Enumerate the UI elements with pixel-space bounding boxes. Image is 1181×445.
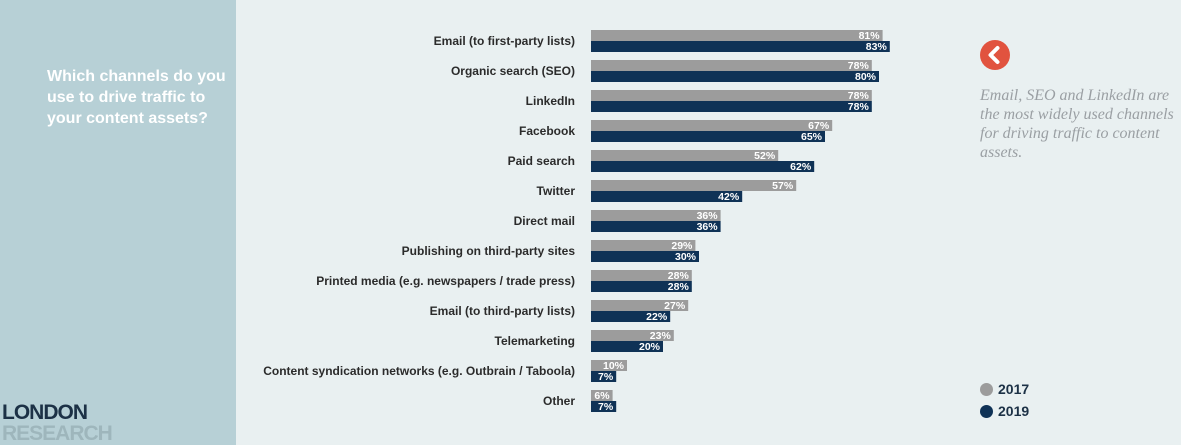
data-label-2017: 78%: [848, 60, 870, 72]
bar-2017: [591, 300, 689, 311]
legend-item-2017: 2017: [980, 378, 1029, 400]
bar-2019: [591, 371, 617, 382]
data-label-2019: 78%: [848, 101, 870, 113]
legend-label-2019: 2019: [998, 403, 1030, 419]
data-label-2017: 36%: [697, 210, 719, 222]
legend-dot-2019: [980, 404, 993, 418]
bar-2019: [591, 101, 872, 112]
data-label-2019: 22%: [646, 311, 668, 323]
data-label-2019: 30%: [675, 251, 697, 263]
data-label-2019: 83%: [866, 41, 888, 53]
bar-2019: [591, 191, 743, 202]
legend-label-2017: 2017: [998, 381, 1030, 397]
bar-2019: [591, 401, 617, 412]
category-label: Facebook: [519, 124, 575, 138]
bar-2019: [591, 281, 692, 292]
bar-2019: [591, 131, 825, 142]
category-label: Twitter: [537, 184, 576, 198]
data-label-2017: 78%: [848, 90, 870, 102]
bar-chart: Email (to first-party lists) 81%83% Organi…: [263, 30, 890, 413]
data-label-2017: 23%: [650, 330, 672, 342]
bar-2019: [591, 311, 671, 322]
chart-legend: 2017 2019: [980, 378, 1029, 422]
bar-2017: [591, 150, 779, 161]
bar-2019: [591, 251, 699, 262]
legend-dot-2017: [980, 382, 993, 396]
data-label-2017: 67%: [808, 120, 830, 132]
category-label: Paid search: [508, 154, 575, 168]
category-label: Organic search (SEO): [451, 64, 575, 78]
data-label-2017: 29%: [671, 240, 693, 252]
data-label-2019: 62%: [790, 161, 812, 173]
logo-line-1: LONDON: [2, 401, 88, 424]
data-label-2017: 57%: [772, 180, 794, 192]
data-label-2017: 27%: [664, 300, 686, 312]
bar-2017: [591, 210, 721, 221]
data-label-2019: 7%: [598, 371, 614, 383]
data-label-2017: 81%: [859, 30, 881, 42]
category-label: Other: [543, 394, 575, 408]
bar-2019: [591, 341, 663, 352]
bar-2017: [591, 240, 696, 251]
data-label-2017: 52%: [754, 150, 776, 162]
bar-2017: [591, 270, 692, 281]
data-label-2019: 28%: [668, 281, 690, 293]
bar-2017: [591, 180, 797, 191]
chevron-left-icon: [980, 40, 1010, 70]
legend-item-2019: 2019: [980, 400, 1029, 422]
logo-line-2: RESEARCH: [2, 422, 113, 445]
category-label: Direct mail: [514, 214, 575, 228]
bar-2017: [591, 360, 627, 371]
bar-2017: [591, 330, 674, 341]
bar-2019: [591, 221, 721, 232]
data-label-2019: 20%: [639, 341, 661, 353]
category-label: Publishing on third-party sites: [402, 244, 576, 258]
data-label-2019: 65%: [801, 131, 823, 143]
london-research-logo: LONDON RESEARCH: [2, 401, 113, 445]
category-label: Email (to first-party lists): [434, 34, 575, 48]
data-label-2017: 6%: [594, 390, 610, 402]
bar-2017: [591, 120, 833, 131]
sidebar-panel: Which channels do you use to drive traff…: [0, 0, 236, 445]
data-label-2019: 42%: [718, 191, 740, 203]
category-label: Telemarketing: [495, 334, 575, 348]
data-label-2019: 7%: [598, 401, 614, 413]
bar-2017: [591, 60, 872, 71]
data-label-2019: 36%: [697, 221, 719, 233]
bar-2017: [591, 30, 883, 41]
data-label-2017: 28%: [668, 270, 690, 282]
bar-2017: [591, 90, 872, 101]
category-label: LinkedIn: [526, 94, 575, 108]
category-label: Printed media (e.g. newspapers / trade p…: [316, 274, 575, 288]
insight-note: Email, SEO and LinkedIn are the most wid…: [980, 87, 1174, 161]
category-label: Email (to third-party lists): [430, 304, 575, 318]
data-label-2019: 80%: [855, 71, 877, 83]
data-label-2017: 10%: [603, 360, 625, 372]
survey-question: Which channels do you use to drive traff…: [47, 68, 226, 127]
bar-2019: [591, 71, 879, 82]
category-label: Content syndication networks (e.g. Outbr…: [263, 364, 575, 378]
bar-2019: [591, 161, 815, 172]
bar-2019: [591, 41, 890, 52]
bar-2017: [591, 390, 613, 401]
